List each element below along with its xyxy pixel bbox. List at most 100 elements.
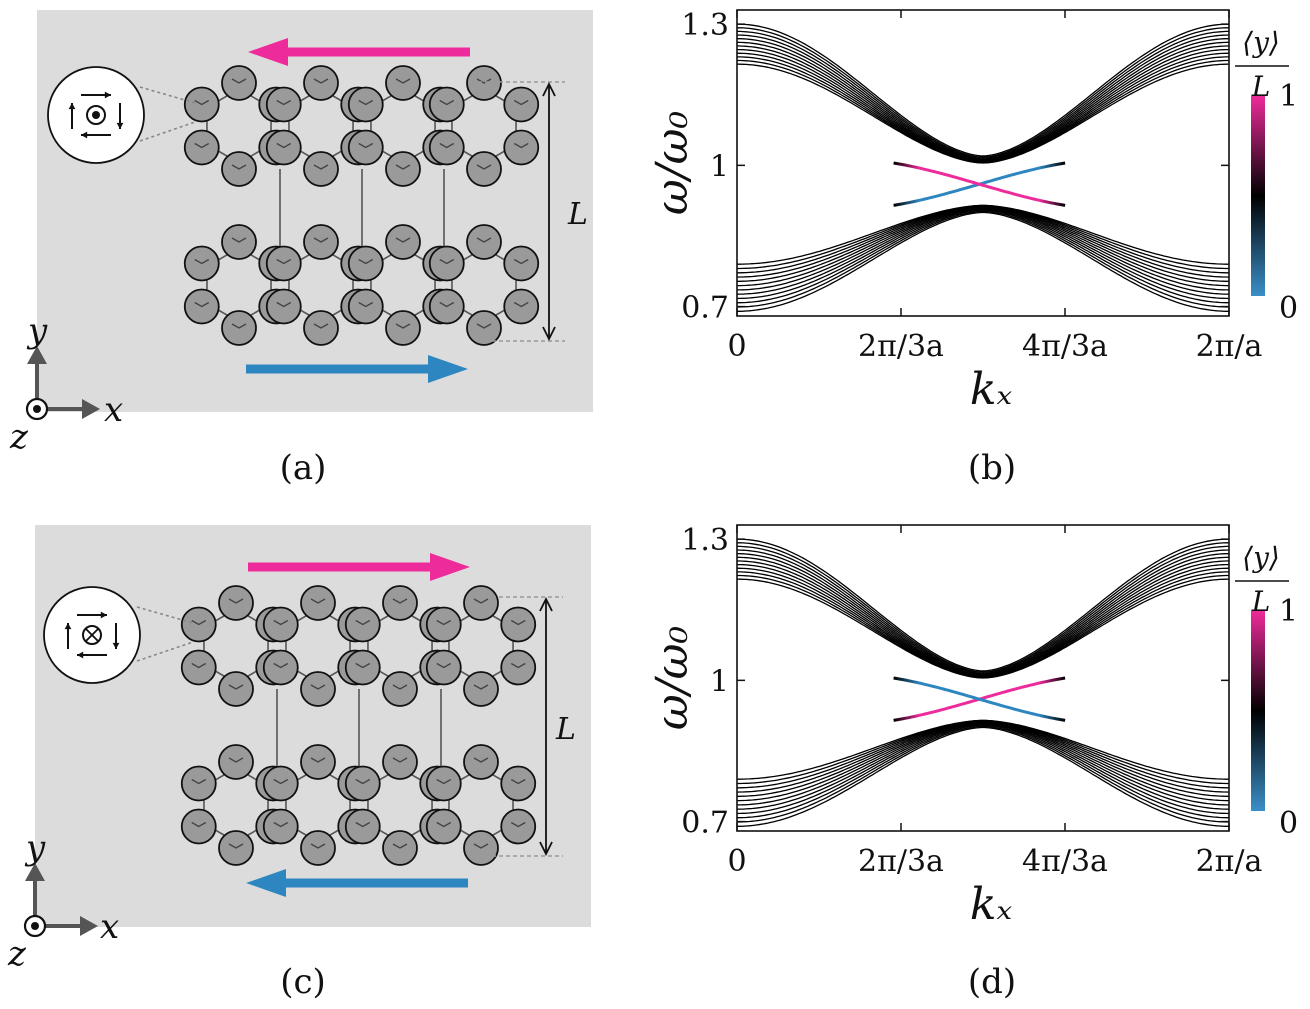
site-mode-mark [358,142,374,149]
site-mode-mark [473,757,489,763]
y-axis-label: y [26,311,48,351]
site-mode-mark [355,821,371,828]
length-marker: L [478,81,588,342]
bottom-edge-arrow [246,869,468,897]
site-mode-mark [273,821,289,828]
site-mode-mark [313,323,329,329]
upper-bulk-band [736,34,1230,160]
upper-bulk-band [737,545,1229,674]
site-mode-mark [392,598,408,604]
arrowhead [77,651,84,659]
lower-bulk-band [737,204,1229,270]
lower-bulk-band [737,204,1229,274]
lower-bulk-band [737,204,1229,265]
field-cross [85,628,99,642]
site-mode-mark [228,684,244,690]
site-mode-mark [310,843,326,849]
y-tick-label: 1 [710,664,729,699]
colorbar-max-label: 1 [1279,594,1298,629]
site-mode-mark [228,757,244,763]
site-mode-mark [313,78,329,84]
site-mode-mark [276,99,292,106]
edge-flow-head [248,38,288,66]
caption-a: (a) [279,448,327,488]
coordinate-axes: y x z [7,828,119,974]
lower-bulk-band [737,719,1229,789]
field-dot [92,111,100,119]
site-mode-mark [510,662,526,669]
arrowhead [100,611,107,619]
top-edge-arrow [248,553,470,581]
inset-magnification [47,66,196,164]
site-mode-mark [191,662,207,669]
coordinate-axes: y x z [9,311,123,457]
z-axis-label: z [9,417,29,457]
z-axis-label: z [7,934,27,974]
x-tick-label: 2π/a [1196,329,1263,364]
honeycomb-lattice [180,585,537,866]
site-mode-mark [191,821,207,828]
site-mode-mark [310,757,326,763]
band-lines [736,23,1230,312]
site-mode-mark [191,778,207,785]
upper-bulk-band [736,549,1230,675]
y-axis-label: y [24,828,46,868]
lower-bulk-band [737,209,1229,304]
lower-bulk-band [736,720,1230,793]
y-tick-label: 1.3 [681,523,729,558]
lower-bulk-band [737,721,1229,802]
site-mode-mark [194,142,210,149]
site-mode-mark [231,78,247,84]
lower-bulk-band [737,725,1229,823]
edge-state-lines [893,161,1066,207]
y-tick-label: 1.3 [681,8,729,43]
circulation-icon [64,611,120,659]
lattice-panel-c: L y x z [7,525,591,974]
band-structure-chart-d: 0 2π/3a 4π/3a 2π/a1.310.7 ω/ω₀ kₓ ⟨y⟩L 10 [647,523,1298,930]
site-mode-mark [194,301,210,308]
lower-bulk-band [737,726,1229,827]
upper-bulk-band [736,41,1230,162]
x-tick-label: 2π/3a [858,844,944,879]
site-mode-mark [473,843,489,849]
site-mode-mark [476,164,492,170]
arrowhead [116,122,124,129]
circulation-icon [68,91,124,139]
edge-state-line [893,161,1066,207]
site-mode-mark [476,323,492,329]
colorbar: ⟨y⟩ L 1 0 [1235,26,1298,326]
length-marker: L [478,596,576,857]
site-mode-mark [231,237,247,243]
panel-background [35,525,591,927]
inset-magnification [43,586,194,684]
edge-flow-head [246,869,286,897]
magnetic-field-out-icon [86,105,106,125]
site-mode-mark [228,598,244,604]
x-tick-label: 0 [727,329,746,364]
site-mode-mark [436,778,452,785]
upper-bulk-band [737,542,1229,673]
lower-bulk-band [737,724,1229,819]
x-tick-label: 4π/3a [1022,329,1108,364]
lattice-panel-a: L y x z [9,10,593,457]
lower-bulk-band [736,722,1230,810]
band-lines [736,538,1230,827]
upper-bulk-band [737,38,1229,161]
edge-state-lines [893,676,1066,722]
upper-bulk-band [736,556,1230,677]
upper-bulk-band [736,538,1230,672]
x-tick-label: 2π/3a [858,329,944,364]
x-axis-label: x [100,907,119,947]
site-mode-mark [276,301,292,308]
site-mode-mark [513,258,529,265]
site-mode-mark [313,237,329,243]
site-mode-mark [395,237,411,243]
site-mode-mark [273,619,289,626]
site-mode-mark [395,164,411,170]
plot-frame [736,524,1230,832]
site-mode-mark [395,78,411,84]
lower-bulk-band [737,211,1229,312]
site-mode-mark [276,142,292,149]
site-mode-mark [231,323,247,329]
upper-bulk-band [736,23,1230,157]
